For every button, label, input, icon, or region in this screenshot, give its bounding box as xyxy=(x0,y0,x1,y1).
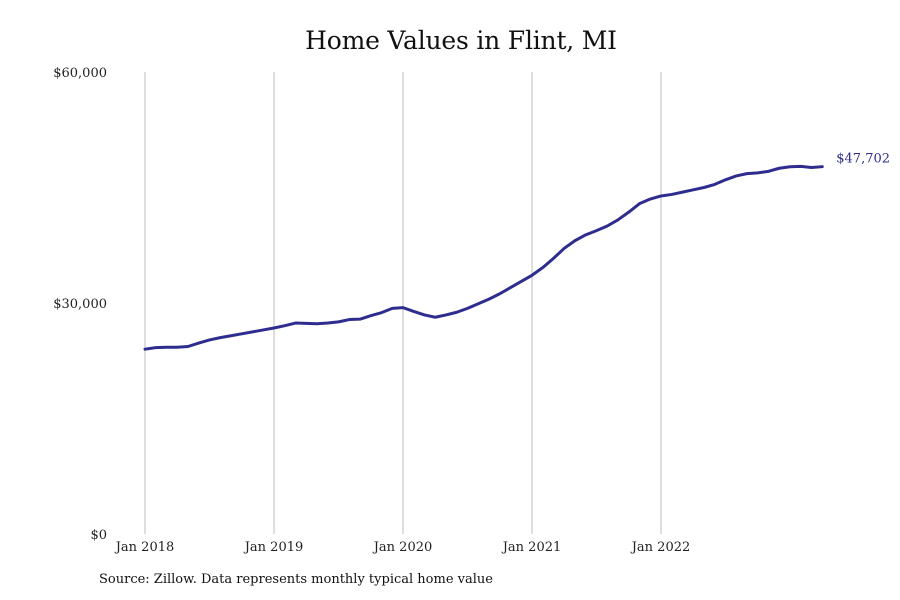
x-tick-label: Jan 2021 xyxy=(501,540,562,555)
chart-title: Home Values in Flint, MI xyxy=(305,26,617,55)
x-tick-label: Jan 2018 xyxy=(114,540,175,555)
x-axis-ticks: Jan 2018 Jan 2019 Jan 2020 Jan 2021 Jan 2022 xyxy=(114,540,691,555)
grid-layer xyxy=(144,72,662,534)
y-tick-label: $60,000 xyxy=(53,66,107,81)
y-axis-ticks: $60,000 $30,000 $0 xyxy=(53,66,107,543)
series-line xyxy=(143,164,824,351)
source-note: Source: Zillow. Data represents monthly … xyxy=(99,572,493,587)
x-tick-label: Jan 2019 xyxy=(243,540,304,555)
series-layer xyxy=(143,164,824,351)
y-tick-label: $30,000 xyxy=(53,297,107,312)
label-layer: $47,702 xyxy=(836,152,890,167)
x-tick-label: Jan 2020 xyxy=(372,540,433,555)
y-tick-label: $0 xyxy=(90,528,107,543)
end-value-label: $47,702 xyxy=(836,152,890,167)
x-tick-label: Jan 2022 xyxy=(630,540,691,555)
